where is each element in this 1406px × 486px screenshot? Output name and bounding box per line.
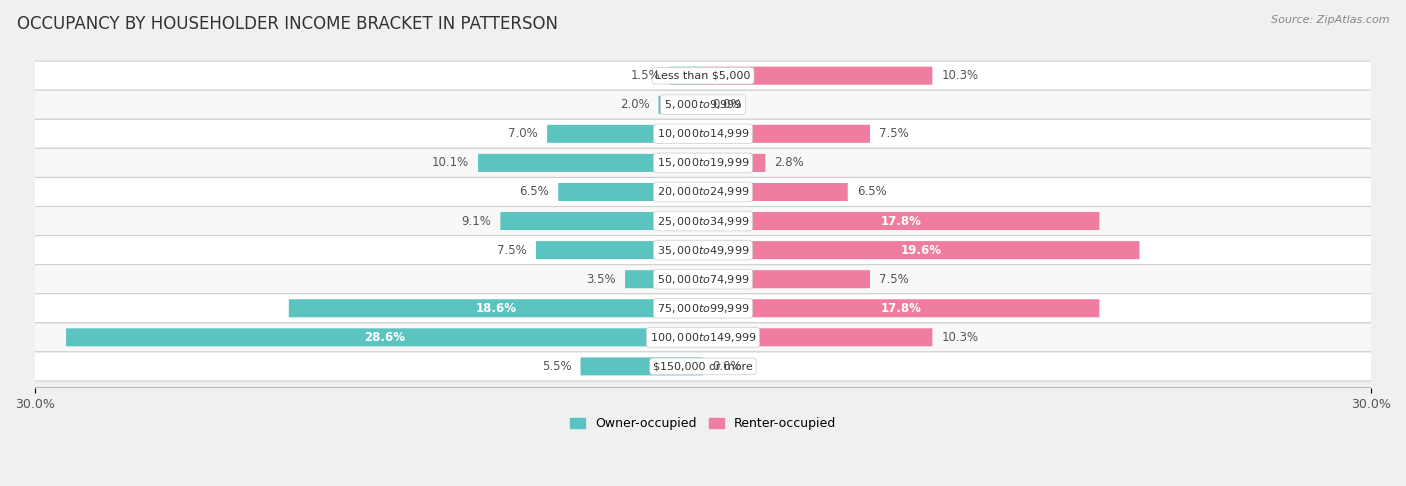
- Text: 0.0%: 0.0%: [711, 360, 741, 373]
- FancyBboxPatch shape: [658, 96, 703, 114]
- FancyBboxPatch shape: [547, 125, 703, 143]
- Text: 19.6%: 19.6%: [901, 243, 942, 257]
- Text: 10.3%: 10.3%: [941, 331, 979, 344]
- Text: $20,000 to $24,999: $20,000 to $24,999: [657, 186, 749, 198]
- Text: 7.5%: 7.5%: [879, 273, 908, 286]
- FancyBboxPatch shape: [288, 299, 703, 317]
- Text: $100,000 to $149,999: $100,000 to $149,999: [650, 331, 756, 344]
- FancyBboxPatch shape: [703, 329, 932, 347]
- FancyBboxPatch shape: [536, 241, 703, 259]
- Text: 2.0%: 2.0%: [620, 98, 650, 111]
- FancyBboxPatch shape: [703, 67, 932, 85]
- FancyBboxPatch shape: [703, 241, 1139, 259]
- FancyBboxPatch shape: [478, 154, 703, 172]
- Text: $75,000 to $99,999: $75,000 to $99,999: [657, 302, 749, 315]
- Text: 6.5%: 6.5%: [520, 186, 550, 198]
- Text: 5.5%: 5.5%: [541, 360, 572, 373]
- Text: OCCUPANCY BY HOUSEHOLDER INCOME BRACKET IN PATTERSON: OCCUPANCY BY HOUSEHOLDER INCOME BRACKET …: [17, 15, 558, 33]
- Text: $35,000 to $49,999: $35,000 to $49,999: [657, 243, 749, 257]
- Text: Less than $5,000: Less than $5,000: [655, 70, 751, 81]
- FancyBboxPatch shape: [626, 270, 703, 288]
- Text: 10.3%: 10.3%: [941, 69, 979, 82]
- FancyBboxPatch shape: [703, 154, 765, 172]
- Text: 1.5%: 1.5%: [631, 69, 661, 82]
- FancyBboxPatch shape: [558, 183, 703, 201]
- Text: $15,000 to $19,999: $15,000 to $19,999: [657, 156, 749, 170]
- Legend: Owner-occupied, Renter-occupied: Owner-occupied, Renter-occupied: [565, 413, 841, 435]
- FancyBboxPatch shape: [24, 177, 1382, 207]
- Text: 18.6%: 18.6%: [475, 302, 516, 315]
- FancyBboxPatch shape: [24, 207, 1382, 236]
- Text: $10,000 to $14,999: $10,000 to $14,999: [657, 127, 749, 140]
- FancyBboxPatch shape: [24, 352, 1382, 381]
- FancyBboxPatch shape: [66, 329, 703, 347]
- Text: 6.5%: 6.5%: [856, 186, 886, 198]
- FancyBboxPatch shape: [703, 183, 848, 201]
- Text: $5,000 to $9,999: $5,000 to $9,999: [664, 98, 742, 111]
- Text: 28.6%: 28.6%: [364, 331, 405, 344]
- FancyBboxPatch shape: [703, 270, 870, 288]
- FancyBboxPatch shape: [24, 265, 1382, 294]
- Text: Source: ZipAtlas.com: Source: ZipAtlas.com: [1271, 15, 1389, 25]
- FancyBboxPatch shape: [669, 67, 703, 85]
- Text: 17.8%: 17.8%: [880, 302, 921, 315]
- Text: $150,000 or more: $150,000 or more: [654, 362, 752, 371]
- FancyBboxPatch shape: [581, 357, 703, 375]
- Text: 0.0%: 0.0%: [711, 98, 741, 111]
- Text: 7.5%: 7.5%: [879, 127, 908, 140]
- Text: 3.5%: 3.5%: [586, 273, 616, 286]
- Text: 17.8%: 17.8%: [880, 214, 921, 227]
- Text: 7.0%: 7.0%: [509, 127, 538, 140]
- Text: $25,000 to $34,999: $25,000 to $34,999: [657, 214, 749, 227]
- FancyBboxPatch shape: [24, 61, 1382, 90]
- Text: 2.8%: 2.8%: [775, 156, 804, 170]
- FancyBboxPatch shape: [703, 125, 870, 143]
- FancyBboxPatch shape: [24, 236, 1382, 265]
- Text: $50,000 to $74,999: $50,000 to $74,999: [657, 273, 749, 286]
- FancyBboxPatch shape: [24, 148, 1382, 177]
- FancyBboxPatch shape: [703, 212, 1099, 230]
- Text: 10.1%: 10.1%: [432, 156, 470, 170]
- FancyBboxPatch shape: [24, 119, 1382, 148]
- Text: 7.5%: 7.5%: [498, 243, 527, 257]
- Text: 9.1%: 9.1%: [461, 214, 492, 227]
- FancyBboxPatch shape: [24, 323, 1382, 352]
- FancyBboxPatch shape: [24, 90, 1382, 119]
- FancyBboxPatch shape: [24, 294, 1382, 323]
- FancyBboxPatch shape: [501, 212, 703, 230]
- FancyBboxPatch shape: [703, 299, 1099, 317]
